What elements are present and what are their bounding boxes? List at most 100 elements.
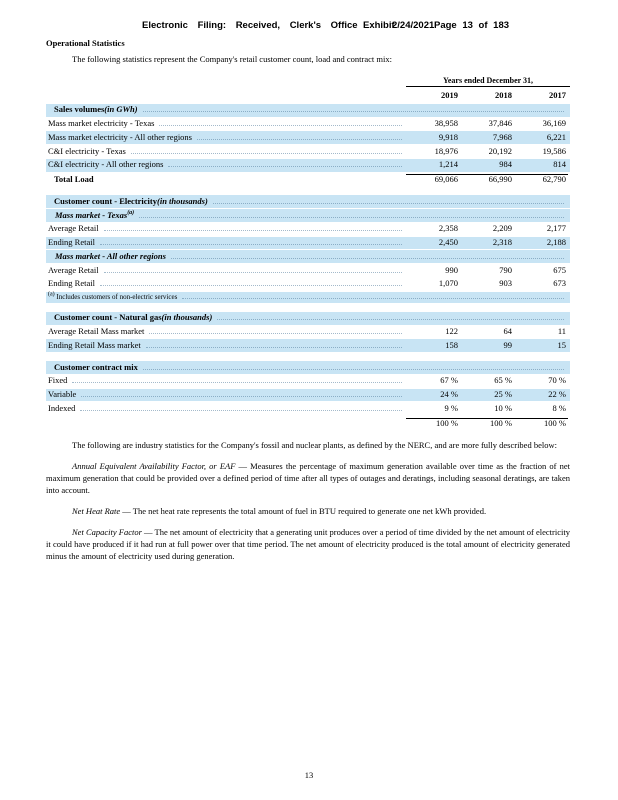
- capacity-factor-definition: — The net amount of electricity that a g…: [46, 527, 570, 562]
- value-2017: 70 %: [548, 375, 566, 386]
- value-2017: 6,221: [546, 131, 566, 142]
- heat-rate-definition-paragraph: Net Heat Rate — The net heat rate repres…: [46, 505, 570, 517]
- row-label: Mass market electricity - Texas: [48, 118, 155, 129]
- subheader-label: Mass market - Texas(a): [55, 209, 135, 220]
- value-2019: 122: [445, 326, 458, 337]
- value-2019: 18,976: [434, 145, 458, 156]
- section-title: Operational Statistics: [46, 38, 125, 48]
- eaf-definition-paragraph: Annual Equivalent Availability Factor, o…: [46, 460, 570, 496]
- value-2019: 100 %: [406, 417, 460, 429]
- table-row: Ending Retail Mass market 158 99 15: [46, 339, 570, 353]
- value-2017: 11: [557, 326, 566, 337]
- section-header-note: (in thousands): [161, 312, 213, 323]
- mass-market-other-subheader: Mass market - All other regions: [46, 250, 570, 264]
- dot-leader: [99, 244, 402, 246]
- value-2017: 675: [553, 264, 566, 275]
- section-header-label: Sales volumes: [54, 104, 105, 115]
- value-2019: 9 %: [444, 402, 458, 413]
- table-row: Ending Retail 2,450 2,318 2,188: [46, 236, 570, 250]
- row-label: Indexed: [48, 402, 76, 413]
- exhibit-label: Exhibit: [363, 20, 395, 31]
- dot-leader: [103, 230, 402, 232]
- dot-leader: [72, 382, 402, 384]
- subheader-label: Mass market - All other regions: [55, 250, 166, 261]
- value-2018: 984: [499, 159, 512, 170]
- customer-count-gas-header: Customer count - Natural gas (in thousan…: [46, 311, 570, 325]
- value-2018: 790: [499, 264, 512, 275]
- year-columns-row: 2019 2018 2017: [46, 89, 570, 102]
- mass-market-texas-subheader: Mass market - Texas(a): [46, 209, 570, 222]
- value-2017: 62,790: [514, 174, 568, 185]
- customer-count-electricity-header: Customer count - Electricity (in thousan…: [46, 195, 570, 209]
- section-header-note: (in thousands): [157, 195, 208, 206]
- value-2019: 9,918: [438, 131, 458, 142]
- table-row: Fixed 67 % 65 % 70 %: [46, 375, 570, 388]
- year-2019: 2019: [441, 89, 458, 100]
- dot-leader: [182, 298, 564, 300]
- value-2019: 1,214: [438, 159, 458, 170]
- value-2018: 66,990: [460, 174, 514, 185]
- table-row: Mass market electricity - Texas 38,958 3…: [46, 118, 570, 131]
- value-2018: 903: [499, 278, 512, 289]
- value-2017: 8 %: [552, 402, 566, 413]
- value-2018: 64: [503, 326, 513, 337]
- value-2018: 37,846: [488, 118, 512, 129]
- dot-leader: [81, 396, 402, 398]
- value-2019: 2,358: [438, 223, 458, 234]
- years-header: Years ended December 31,: [406, 76, 570, 87]
- years-header-wrap: Years ended December 31,: [46, 76, 570, 87]
- table-row: Average Retail 990 790 675: [46, 264, 570, 277]
- value-2019: 158: [445, 339, 458, 350]
- table-row: Ending Retail 1,070 903 673: [46, 278, 570, 291]
- row-label: Ending Retail: [48, 237, 95, 248]
- page-indicator: Page 13 of 183: [434, 20, 510, 31]
- value-2019: 990: [445, 264, 458, 275]
- dot-leader: [217, 319, 564, 321]
- year-2018: 2018: [495, 89, 512, 100]
- row-label: C&I electricity - Texas: [48, 145, 126, 156]
- section-gap: [46, 353, 570, 361]
- value-2017: 2,188: [546, 237, 566, 248]
- row-label: Fixed: [48, 375, 68, 386]
- dot-leader: [139, 216, 564, 218]
- dot-leader: [99, 285, 402, 287]
- table-row: Mass market electricity - All other regi…: [46, 131, 570, 145]
- table-row: Average Retail 2,358 2,209 2,177: [46, 223, 570, 236]
- value-2018: 2,209: [492, 223, 512, 234]
- page-number: 13: [304, 770, 314, 780]
- dot-leader: [159, 125, 402, 127]
- footnote-marker: (a): [127, 209, 135, 216]
- value-2017: 673: [553, 278, 566, 289]
- dot-leader: [168, 166, 402, 168]
- value-2017: 15: [557, 339, 567, 350]
- heat-rate-term: Net Heat Rate: [72, 506, 121, 517]
- year-2017: 2017: [549, 89, 566, 100]
- customer-contract-mix-header: Customer contract mix: [46, 361, 570, 374]
- value-2018: 25 %: [494, 389, 512, 400]
- total-load-row: Total Load 69,066 66,990 62,790: [46, 173, 570, 187]
- row-label: Variable: [48, 389, 77, 400]
- footnote-marker: (a): [48, 291, 55, 298]
- table-row: Average Retail Mass market 122 64 11: [46, 326, 570, 339]
- row-label: Ending Retail Mass market: [48, 339, 141, 350]
- value-2019: 67 %: [440, 375, 458, 386]
- value-2019: 2,450: [438, 237, 458, 248]
- value-2017: 19,586: [542, 145, 566, 156]
- value-2017: 36,169: [542, 118, 566, 129]
- industry-statistics-paragraph: The following are industry statistics fo…: [72, 439, 557, 450]
- section-header-note: (in GWh): [104, 104, 138, 115]
- value-2019: 24 %: [440, 389, 458, 400]
- value-2018: 100 %: [460, 417, 514, 429]
- eaf-definition: — Measures the percentage of maximum gen…: [46, 460, 570, 496]
- value-2017: 2,177: [546, 223, 566, 234]
- table-row: C&I electricity - All other regions 1,21…: [46, 158, 570, 172]
- row-label: Total Load: [54, 174, 94, 185]
- value-2018: 10 %: [494, 402, 512, 413]
- row-label: Average Retail: [48, 264, 99, 275]
- dot-leader: [197, 138, 402, 140]
- value-2017: 22 %: [548, 389, 566, 400]
- heat-rate-definition: — The net heat rate represents the total…: [120, 506, 487, 517]
- row-label: Average Retail Mass market: [48, 326, 145, 337]
- dot-leader: [145, 346, 402, 348]
